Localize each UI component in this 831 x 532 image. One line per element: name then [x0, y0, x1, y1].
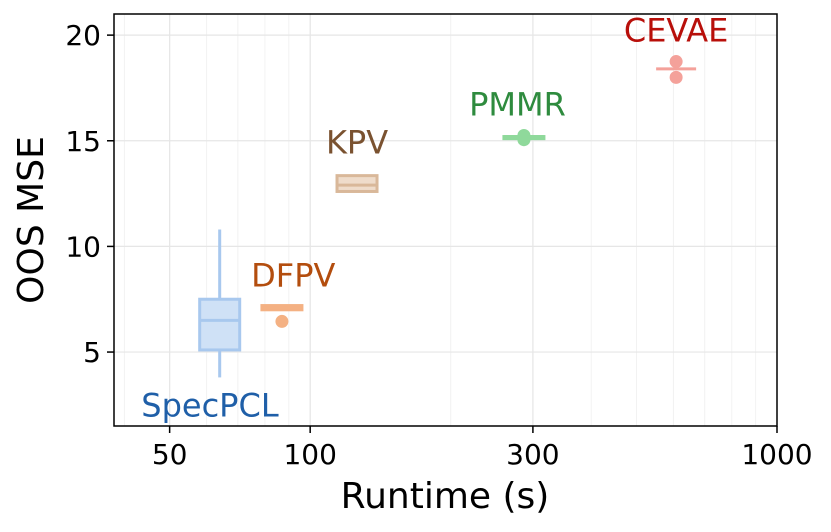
plot-frame: [113, 13, 778, 427]
x-tick-label: 100: [283, 438, 336, 471]
y-tick-label: 20: [65, 19, 101, 52]
y-tick-label: 5: [83, 336, 101, 369]
series-label-dfpv: DFPV: [251, 257, 335, 295]
y-tick-label: 10: [65, 230, 101, 263]
x-ticks: 50 100 300 1000: [152, 426, 813, 471]
series-label-pmmr: PMMR: [469, 85, 566, 123]
outlier-point: [275, 314, 289, 328]
x-tick-label: 300: [506, 438, 559, 471]
box-dfpv: [260, 304, 304, 328]
box-kpv: [335, 174, 379, 193]
outlier-point: [669, 55, 683, 69]
y-axis-label: OOS MSE: [11, 136, 52, 304]
x-axis-label: Runtime (s): [341, 476, 550, 517]
series-labels: SpecPCL DFPV KPV PMMR CEVAE: [141, 11, 728, 424]
series-label-cevae: CEVAE: [624, 11, 729, 49]
series-label-specpcl: SpecPCL: [141, 386, 279, 424]
outlier-point: [669, 70, 683, 84]
y-ticks: 5 10 15 20: [65, 19, 114, 369]
box-iqr: [198, 297, 242, 352]
y-tick-label: 15: [65, 125, 101, 158]
outlier-point: [517, 128, 531, 142]
box-iqr: [335, 174, 379, 193]
series-label-kpv: KPV: [326, 123, 388, 161]
box-pmmr: [502, 128, 546, 147]
boxes: [198, 55, 697, 378]
x-tick-label: 1000: [741, 438, 812, 471]
x-tick-label: 50: [152, 438, 188, 471]
box-cevae: [656, 55, 697, 84]
box-specpcl: [198, 229, 242, 378]
